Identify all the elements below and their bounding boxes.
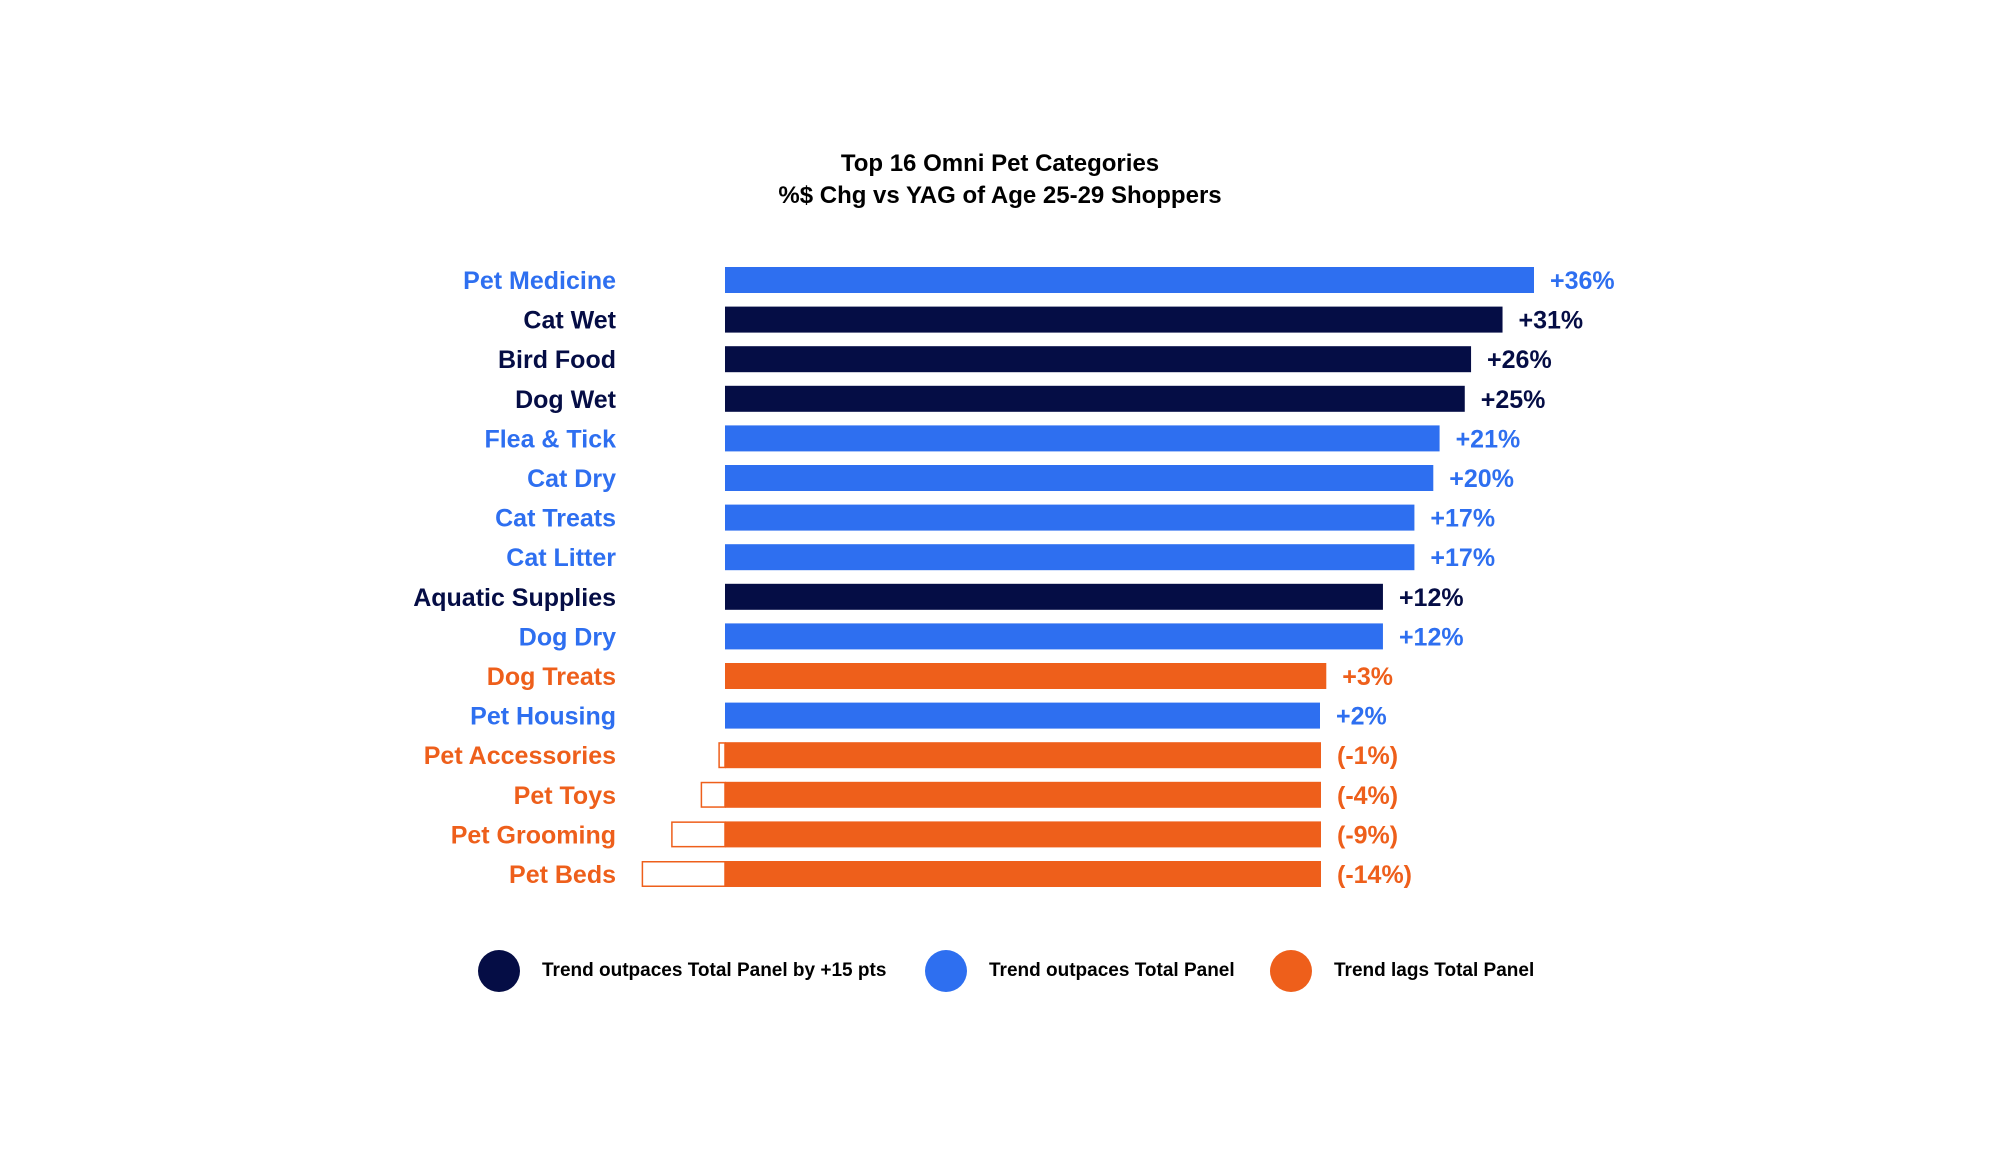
legend-item-outpaces-15: Trend outpaces Total Panel by +15 pts	[478, 950, 886, 992]
bar	[725, 702, 1320, 729]
negative-bar	[641, 861, 726, 887]
category-label: Pet Housing	[470, 703, 616, 731]
bar	[725, 623, 1383, 650]
bar	[725, 385, 1465, 412]
legend-swatch	[1270, 950, 1312, 992]
legend-label: Trend outpaces Total Panel	[989, 960, 1235, 981]
legend-label: Trend lags Total Panel	[1334, 960, 1535, 981]
value-label: +3%	[1342, 663, 1393, 691]
negative-bar	[700, 781, 726, 808]
category-label: Pet Grooming	[451, 821, 616, 849]
value-label: +17%	[1430, 505, 1495, 533]
value-label: +12%	[1399, 584, 1464, 612]
legend-swatch	[478, 950, 520, 992]
category-label: Pet Toys	[514, 782, 616, 810]
bar	[725, 663, 1327, 689]
category-label: Cat Litter	[506, 544, 616, 572]
value-label: +36%	[1550, 267, 1615, 295]
value-label: (-4%)	[1337, 782, 1398, 810]
category-label: Flea & Tick	[484, 425, 616, 453]
category-label: Bird Food	[498, 346, 616, 374]
bar	[725, 821, 1321, 848]
value-label: +20%	[1449, 465, 1514, 493]
category-label: Cat Wet	[523, 307, 616, 335]
negative-bar	[718, 742, 726, 769]
bar	[725, 861, 1321, 887]
value-label: (-9%)	[1337, 821, 1398, 849]
value-label: +26%	[1487, 346, 1552, 374]
category-label: Dog Wet	[515, 386, 617, 414]
bar	[725, 504, 1415, 531]
bar	[725, 306, 1503, 333]
category-label: Cat Treats	[495, 505, 616, 533]
bar	[725, 781, 1321, 808]
bar	[725, 583, 1383, 610]
category-label: Pet Medicine	[463, 267, 616, 295]
bar	[725, 346, 1472, 373]
value-label: +17%	[1430, 544, 1495, 572]
chart-subtitle: %$ Chg vs YAG of Age 25-29 Shoppers	[778, 182, 1222, 209]
category-label: Pet Accessories	[424, 742, 616, 770]
value-label: +25%	[1481, 386, 1546, 414]
value-label: +21%	[1456, 425, 1521, 453]
value-label: +2%	[1336, 703, 1387, 731]
bar	[725, 425, 1440, 452]
legend-label: Trend outpaces Total Panel by +15 pts	[542, 960, 887, 981]
value-label: +12%	[1399, 623, 1464, 651]
bar	[725, 465, 1434, 491]
chart-title: Top 16 Omni Pet Categories	[840, 150, 1160, 177]
category-label: Dog Dry	[519, 623, 616, 651]
legend-swatch	[925, 950, 967, 992]
value-label: (-14%)	[1337, 861, 1412, 889]
value-label: (-1%)	[1337, 742, 1398, 770]
legend-item-lags: Trend lags Total Panel	[1270, 950, 1534, 992]
category-label: Dog Treats	[487, 663, 616, 691]
value-label: +31%	[1519, 307, 1584, 335]
bar	[725, 544, 1415, 571]
negative-bar	[671, 821, 726, 848]
category-label: Cat Dry	[527, 465, 616, 493]
bar	[725, 267, 1534, 293]
category-label: Pet Beds	[509, 861, 616, 889]
legend-item-outpaces: Trend outpaces Total Panel	[925, 950, 1235, 992]
bar	[725, 742, 1321, 769]
category-label: Aquatic Supplies	[413, 584, 616, 612]
legend: Trend outpaces Total Panel by +15 pts Tr…	[0, 950, 2000, 1010]
